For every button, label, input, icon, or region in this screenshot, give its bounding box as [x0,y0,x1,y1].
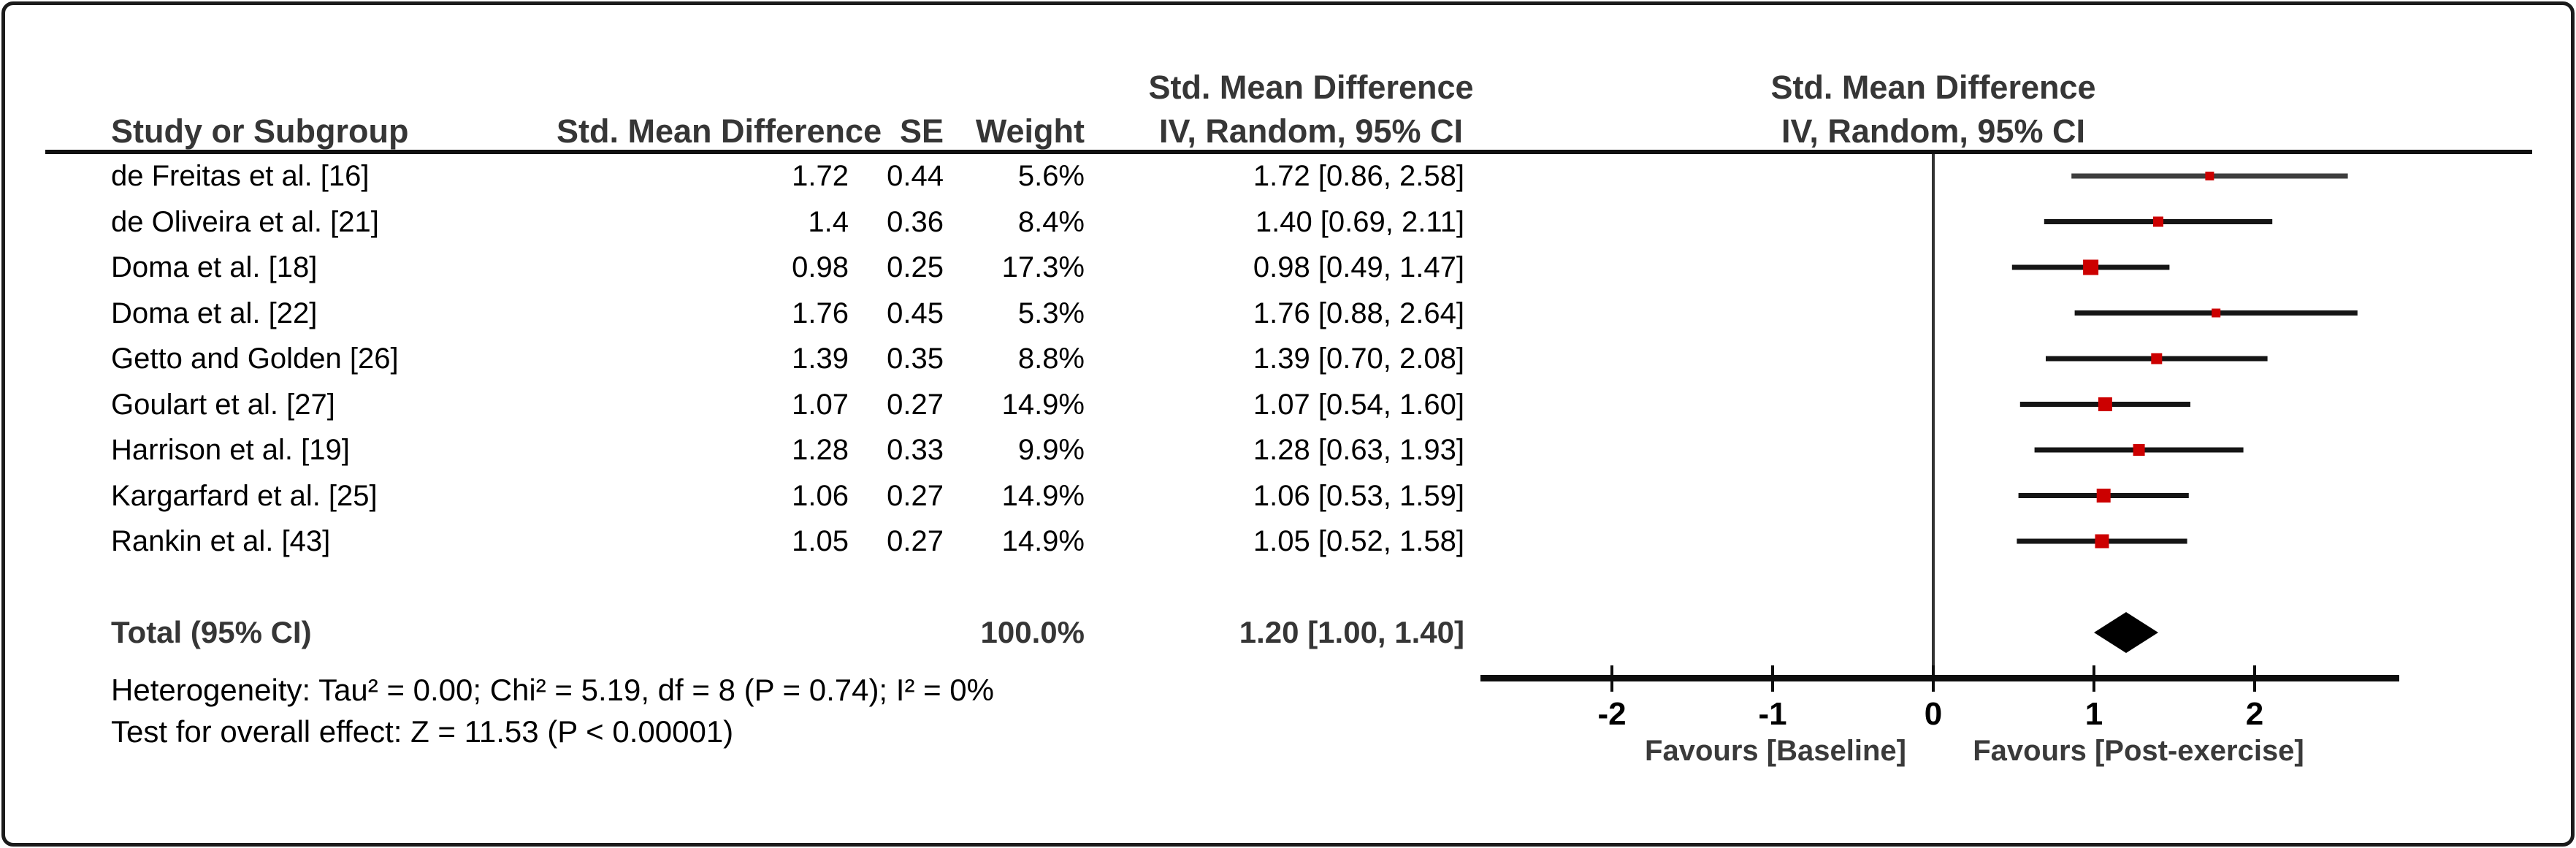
column-header-weight: Weight [975,112,1085,150]
effect-square [2133,444,2145,456]
study-se: 0.45 [887,297,944,329]
effect-square [2098,397,2112,411]
effect-square [2083,259,2099,275]
column-header-study: Study or Subgroup [111,112,409,150]
overall-effect-text: Test for overall effect: Z = 11.53 (P < … [111,714,734,749]
study-smd: 1.05 [792,525,849,557]
study-se: 0.27 [887,525,944,557]
study-ci-text: 1.76 [0.88, 2.64] [1253,297,1464,329]
effect-square [2205,172,2214,180]
total-ci-text: 1.20 [1.00, 1.40] [1239,615,1464,649]
study-smd: 1.06 [792,479,849,512]
study-ci-text: 1.05 [0.52, 1.58] [1253,525,1464,557]
study-weight: 14.9% [1001,479,1085,512]
study-se: 0.44 [887,160,944,192]
study-weight: 8.8% [1017,343,1085,375]
total-label: Total (95% CI) [111,615,312,649]
study-smd: 1.07 [792,388,849,421]
study-se: 0.35 [887,343,944,375]
axis-tick [2253,665,2256,692]
study-name: Doma et al. [18] [111,251,318,283]
study-se: 0.36 [887,205,944,238]
axis-tick [1771,665,1774,692]
study-name: Goulart et al. [27] [111,388,335,421]
study-weight: 5.3% [1017,297,1085,329]
column-header-smd: Std. Mean Difference [557,112,882,150]
study-name: Rankin et al. [43] [111,525,331,557]
study-weight: 17.3% [1001,251,1085,283]
column-header-se: SE [899,112,944,150]
favours-left-label: Favours [Baseline] [1645,735,1906,767]
ci-column-header-line1: Std. Mean Difference [1148,69,1474,106]
effect-square [2096,489,2111,503]
heterogeneity-text: Heterogeneity: Tau² = 0.00; Chi² = 5.19,… [111,673,994,707]
study-se: 0.27 [887,479,944,512]
axis-tick [1610,665,1613,692]
zero-reference-line [1932,154,1935,678]
x-axis-line [1480,675,2399,681]
axis-tick [2092,665,2095,692]
study-weight: 9.9% [1017,434,1085,466]
axis-tick-label: 2 [2245,696,2264,732]
axis-tick-label: 1 [2084,696,2103,732]
study-name: de Oliveira et al. [21] [111,205,379,238]
axis-tick-label: 0 [1924,696,1943,732]
study-ci-text: 1.28 [0.63, 1.93] [1253,434,1464,466]
axis-tick-label: -1 [1758,696,1787,732]
study-smd: 1.72 [792,160,849,192]
ci-column-header-line2: IV, Random, 95% CI [1159,112,1463,150]
study-name: Doma et al. [22] [111,297,318,329]
study-ci-text: 0.98 [0.49, 1.47] [1253,251,1464,283]
header-rule [45,150,2532,154]
study-smd: 1.39 [792,343,849,375]
study-ci-text: 1.39 [0.70, 2.08] [1253,343,1464,375]
axis-tick-label: -2 [1597,696,1627,732]
effect-square [2212,308,2221,318]
study-name: Kargarfard et al. [25] [111,479,378,512]
total-diamond [2094,612,2158,653]
study-ci-text: 1.40 [0.69, 2.11] [1255,205,1464,238]
study-weight: 8.4% [1017,205,1085,238]
study-se: 0.27 [887,388,944,421]
study-se: 0.33 [887,434,944,466]
study-ci-text: 1.07 [0.54, 1.60] [1253,388,1464,421]
favours-right-label: Favours [Post-exercise] [1973,735,2304,767]
study-smd: 0.98 [792,251,849,283]
study-name: Harrison et al. [19] [111,434,350,466]
axis-tick [1932,665,1935,692]
plot-column-header-line1: Std. Mean Difference [1770,69,2096,106]
study-ci-text: 1.06 [0.53, 1.59] [1253,479,1464,512]
effect-square [2151,353,2163,364]
study-weight: 14.9% [1001,525,1085,557]
study-weight: 14.9% [1001,388,1085,421]
study-se: 0.25 [887,251,944,283]
effect-square [2095,534,2109,549]
study-name: Getto and Golden [26] [111,343,399,375]
effect-square [2153,216,2163,227]
plot-column-header-line2: IV, Random, 95% CI [1781,112,2085,150]
study-ci-text: 1.72 [0.86, 2.58] [1253,160,1464,192]
study-smd: 1.28 [792,434,849,466]
total-weight: 100.0% [980,615,1085,649]
study-smd: 1.76 [792,297,849,329]
study-weight: 5.6% [1017,160,1085,192]
study-name: de Freitas et al. [16] [111,160,370,192]
study-smd: 1.4 [808,205,849,238]
